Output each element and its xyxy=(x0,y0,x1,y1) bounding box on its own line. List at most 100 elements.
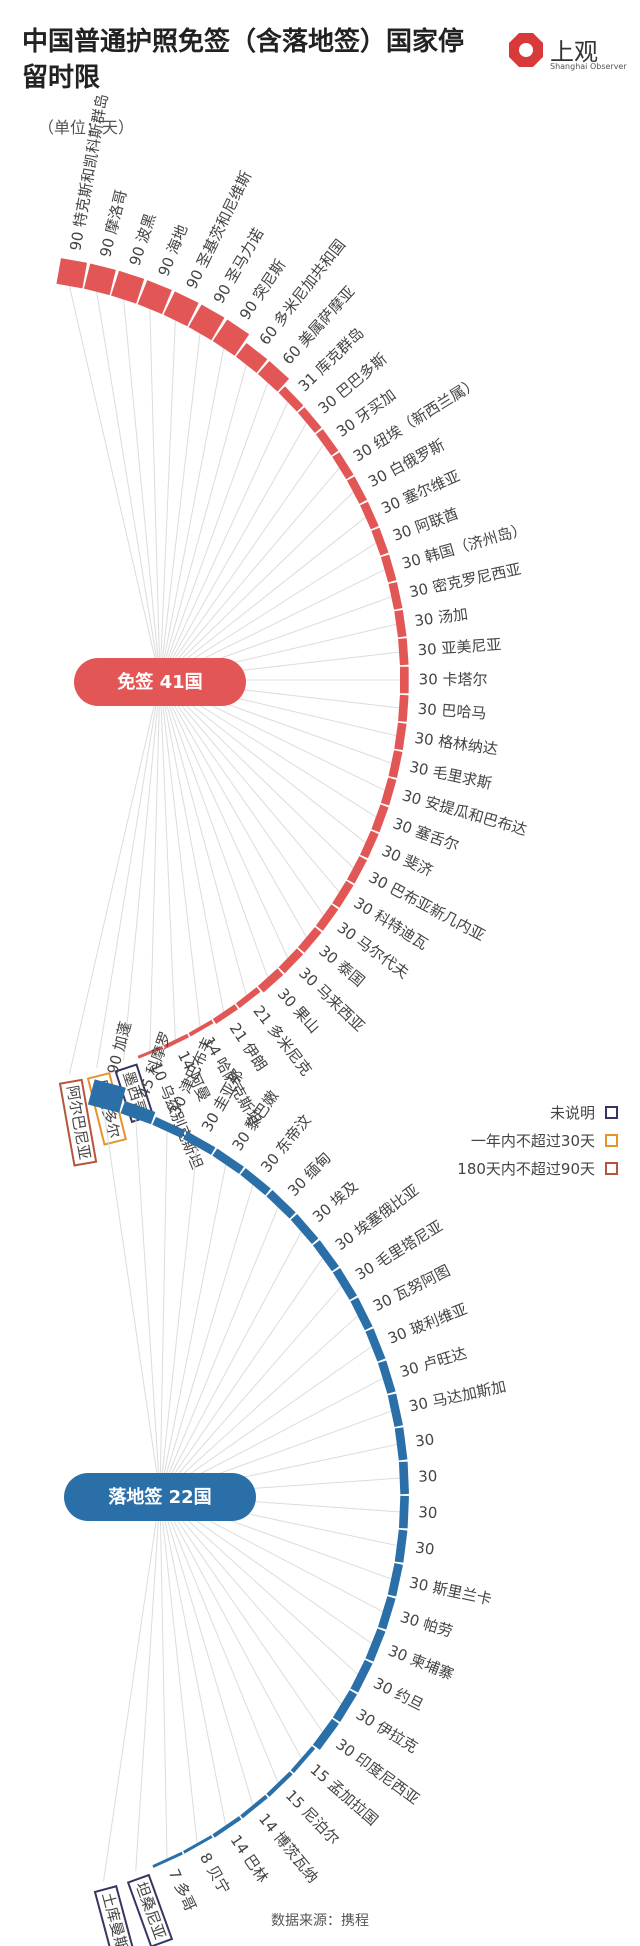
bar-label: 30 约旦 xyxy=(371,1674,427,1714)
fan-line xyxy=(159,1494,198,1844)
fan-line xyxy=(159,679,340,893)
fan-line xyxy=(159,1184,254,1496)
bar xyxy=(212,319,250,356)
fan-line xyxy=(149,679,161,1051)
fan-line xyxy=(149,309,161,681)
fan-line xyxy=(159,1494,227,1826)
fan-line xyxy=(159,542,377,681)
bar xyxy=(394,610,407,638)
fan-line xyxy=(159,679,176,1040)
bar xyxy=(240,1168,271,1196)
bar xyxy=(188,304,225,341)
bar-label: 30 缅甸 xyxy=(284,1149,334,1200)
bar xyxy=(152,1116,186,1139)
bar xyxy=(387,1563,403,1597)
bar xyxy=(290,1214,319,1245)
bar xyxy=(346,476,368,504)
bar xyxy=(163,1033,189,1049)
fan-line xyxy=(159,1257,323,1496)
fan-line xyxy=(159,679,307,938)
bar-label: 30 斯里兰卡 xyxy=(408,1573,494,1608)
bar xyxy=(377,1360,396,1394)
fan-line xyxy=(159,382,269,681)
bar xyxy=(137,1045,164,1059)
bar xyxy=(183,1131,216,1155)
bar xyxy=(312,1240,339,1272)
center-label: 免签 41国 xyxy=(117,671,202,693)
bar xyxy=(163,291,199,327)
fan-line xyxy=(159,679,225,1012)
bar xyxy=(332,452,354,480)
bar xyxy=(240,1794,268,1819)
bar xyxy=(120,1101,156,1125)
fan-line xyxy=(159,320,176,681)
fan-line xyxy=(103,1108,161,1496)
fan-line xyxy=(159,679,325,916)
legend: 未说明 一年内不超过30天 180天内不超过90天 xyxy=(358,1098,618,1182)
bar-label: 30 亚美尼亚 xyxy=(417,635,502,659)
bar xyxy=(380,777,397,806)
legend-swatch xyxy=(605,1105,618,1119)
note-box xyxy=(58,1078,98,1167)
fan-line xyxy=(159,491,354,681)
bar xyxy=(377,1596,396,1630)
bar xyxy=(111,270,145,304)
bar xyxy=(388,582,403,610)
bar xyxy=(212,1816,242,1838)
legend-swatch xyxy=(605,1161,618,1175)
bar-label: 30 巴哈马 xyxy=(417,700,487,723)
fan-line xyxy=(96,291,161,681)
bar xyxy=(332,1267,358,1301)
fan-line xyxy=(135,1494,161,1872)
bar-label: 30 汤加 xyxy=(413,605,469,630)
fan-line xyxy=(159,679,366,844)
bar xyxy=(360,830,379,859)
bar xyxy=(350,1659,373,1693)
fan-line xyxy=(159,333,201,681)
bar xyxy=(387,1393,403,1427)
fan-line xyxy=(159,679,201,1027)
bar xyxy=(212,1148,244,1174)
bar-label: 7 多哥 xyxy=(165,1866,200,1914)
legend-item-unspecified: 未说明 xyxy=(358,1098,618,1126)
unit-label: （单位：天） xyxy=(38,118,135,137)
fan-line xyxy=(159,1494,254,1806)
fan-line xyxy=(159,1494,279,1783)
bar xyxy=(212,1004,239,1025)
fan-line xyxy=(159,1315,358,1496)
bar-label: 14 巴林 xyxy=(227,1831,272,1886)
bar xyxy=(266,1771,293,1797)
bar-label: 90 海地 xyxy=(155,222,192,279)
bar xyxy=(394,1427,408,1461)
center-pill xyxy=(74,658,246,706)
fan-line xyxy=(159,1207,279,1496)
logo-text: 上观 xyxy=(550,38,598,66)
center-pill xyxy=(64,1473,256,1521)
fan-line xyxy=(159,1494,342,1705)
legend-swatch xyxy=(605,1133,618,1147)
bar xyxy=(360,501,379,530)
note-box xyxy=(93,1885,139,1946)
bar xyxy=(257,968,284,993)
bar xyxy=(371,804,389,833)
bar xyxy=(235,343,268,373)
legend-label: 一年内不超过30天 xyxy=(470,1131,595,1150)
bar-label: 30 玻利维亚 xyxy=(385,1300,470,1348)
bar-label: 30 xyxy=(418,1503,438,1522)
bar xyxy=(312,1718,339,1750)
fan-line xyxy=(68,679,161,1075)
bar xyxy=(350,1297,373,1331)
fan-line xyxy=(159,1494,302,1759)
bar xyxy=(315,904,339,931)
bar xyxy=(365,1628,386,1662)
fan-line xyxy=(159,1164,227,1496)
bar xyxy=(188,1019,214,1037)
bar-label: 90 波黑 xyxy=(126,211,160,268)
bar-label: 30 卡塔尔 xyxy=(419,671,488,689)
bar xyxy=(394,1529,408,1563)
bar xyxy=(266,1189,296,1219)
bar xyxy=(398,694,409,722)
fan-line xyxy=(96,679,161,1069)
bar-label: 30 埃及 xyxy=(309,1177,361,1226)
